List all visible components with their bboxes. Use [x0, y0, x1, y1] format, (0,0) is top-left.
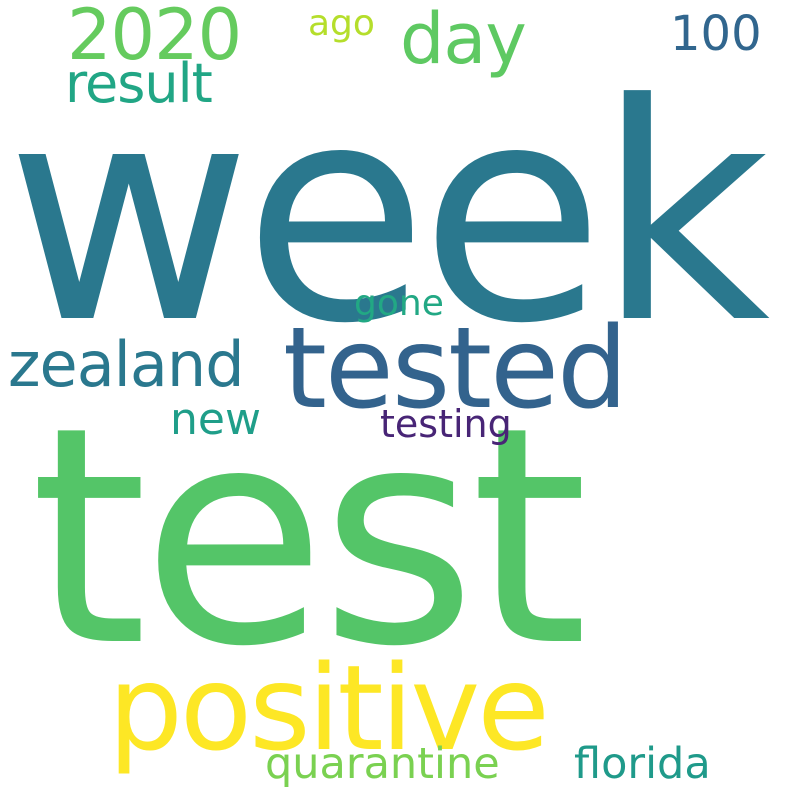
word-ago: ago [308, 3, 375, 44]
word-2020: 2020 [67, 0, 242, 76]
word-positive: positive [108, 639, 550, 777]
word-week: week [6, 40, 770, 389]
word-gone: gone [354, 283, 444, 324]
word-100: 100 [670, 6, 762, 62]
word-new: new [170, 394, 261, 445]
word-tested: tested [283, 304, 628, 434]
word-result: result [65, 52, 213, 115]
word-day: day [400, 0, 527, 80]
word-quarantine: quarantine [265, 739, 500, 789]
word-test: test [30, 363, 588, 712]
word-testing: testing [380, 402, 512, 446]
word-zealand: zealand [8, 328, 245, 401]
word-florida: florida [574, 739, 711, 789]
